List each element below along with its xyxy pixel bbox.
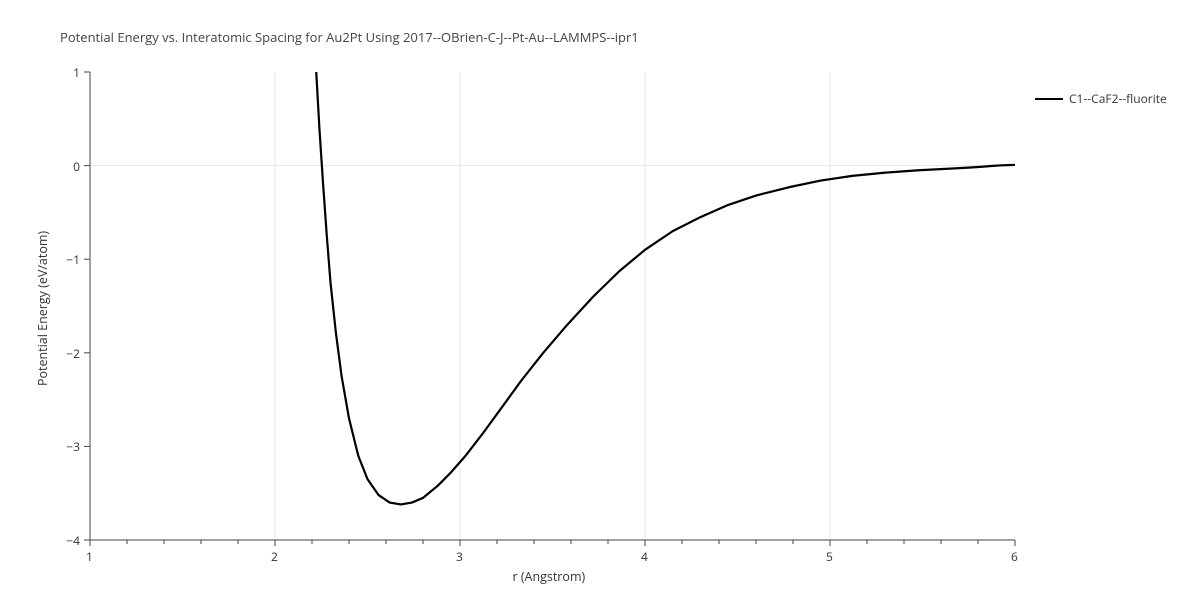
- legend: C1--CaF2--fluorite: [1035, 90, 1167, 107]
- legend-label: C1--CaF2--fluorite: [1069, 90, 1167, 107]
- y-tick-label: 1: [50, 64, 80, 81]
- x-tick-label: 2: [271, 548, 278, 565]
- series-line: [310, 0, 1015, 504]
- y-tick-label: −2: [50, 345, 80, 362]
- y-axis-label: Potential Energy (eV/atom): [34, 231, 51, 386]
- x-tick-label: 1: [86, 548, 93, 565]
- legend-line: [1035, 98, 1063, 100]
- y-tick-label: −1: [50, 251, 80, 268]
- x-axis-label: r (Angstrom): [513, 568, 586, 585]
- plot-area: [0, 0, 1200, 600]
- chart-container: Potential Energy vs. Interatomic Spacing…: [0, 0, 1200, 600]
- y-tick-label: −4: [50, 532, 80, 549]
- x-tick-label: 6: [1011, 548, 1018, 565]
- x-tick-label: 5: [826, 548, 833, 565]
- y-tick-label: 0: [50, 158, 80, 175]
- y-tick-label: −3: [50, 438, 80, 455]
- x-tick-label: 4: [641, 548, 648, 565]
- x-tick-label: 3: [456, 548, 463, 565]
